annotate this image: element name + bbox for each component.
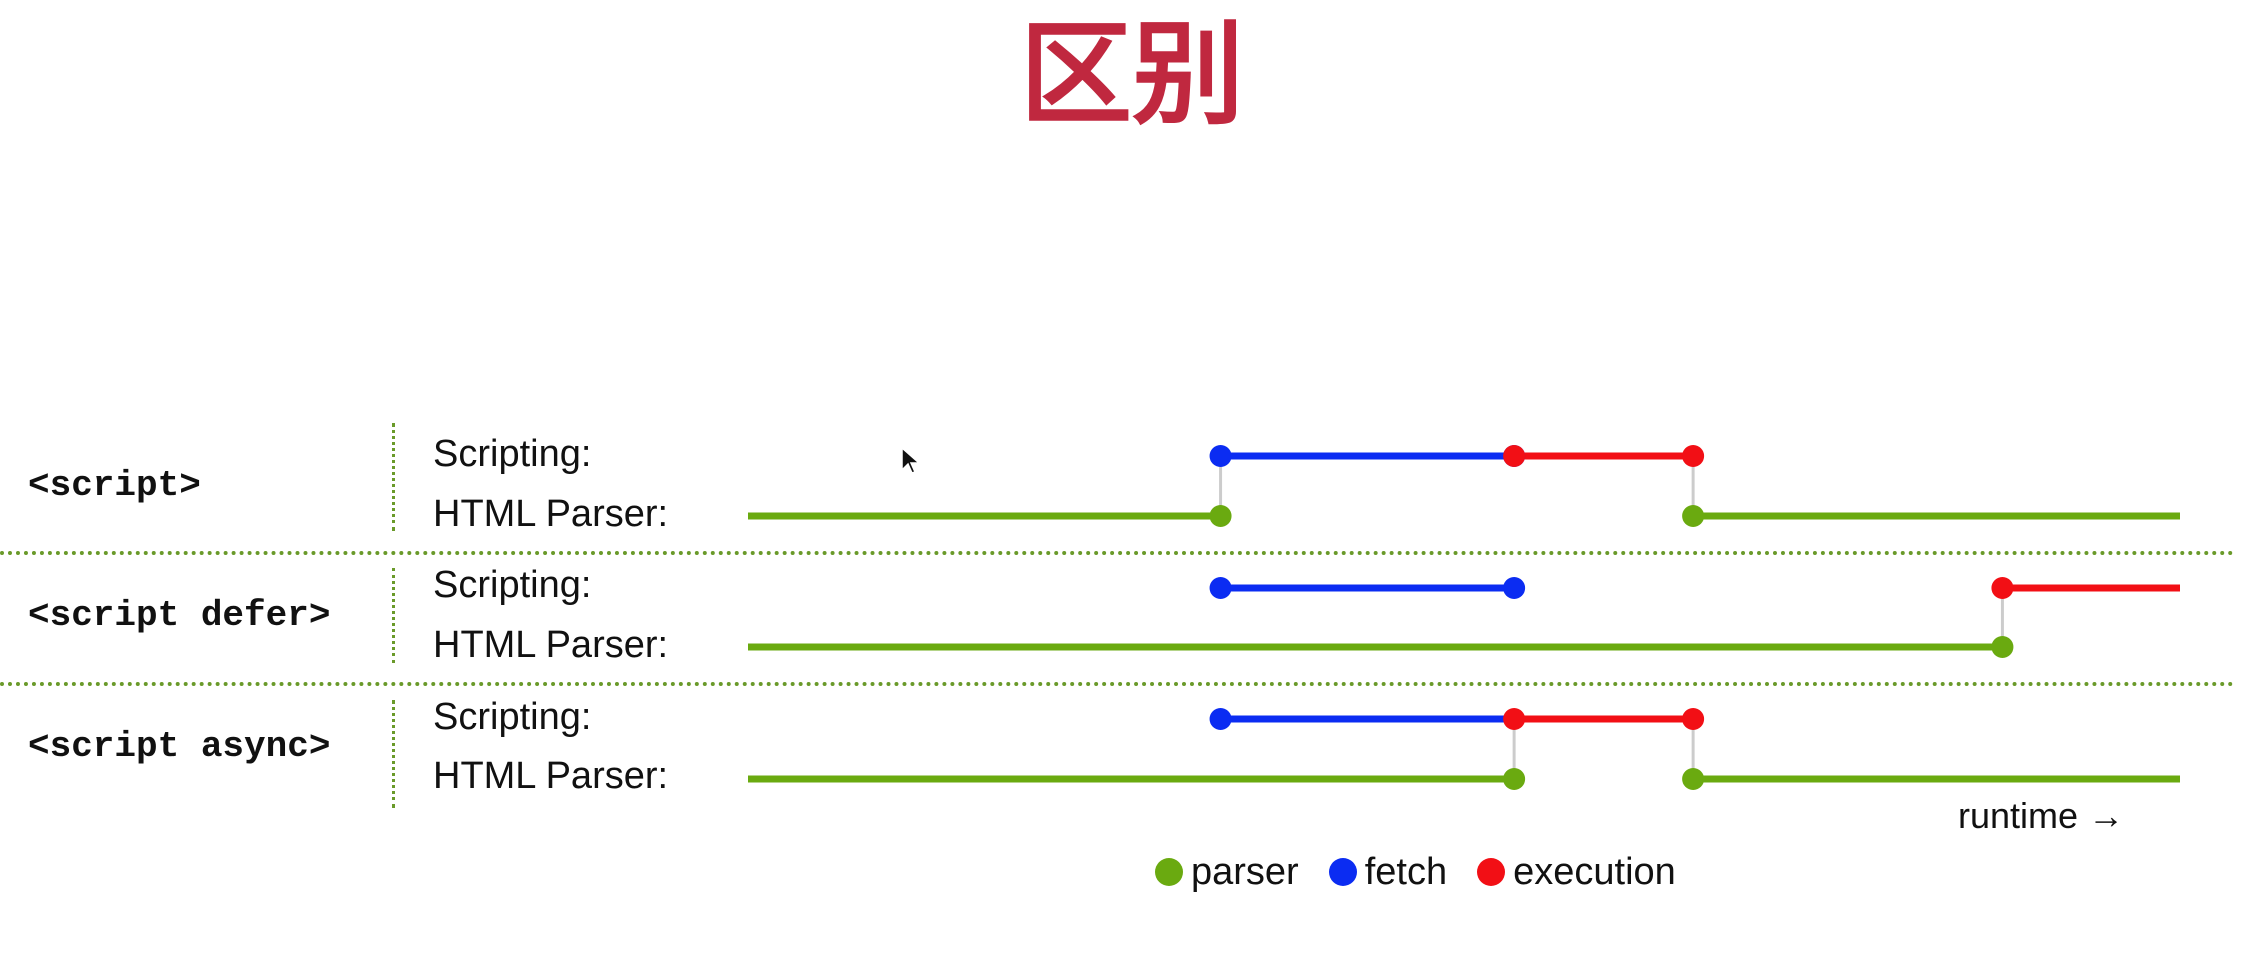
fetch-point <box>1503 577 1526 599</box>
legend-item-execution: execution <box>1477 851 1676 894</box>
execution-point <box>1991 577 2014 599</box>
legend-label-execution: execution <box>1513 850 1676 893</box>
scripting-label: Scripting: <box>433 696 592 738</box>
execution-point <box>1682 445 1705 467</box>
parser-point <box>1682 768 1705 790</box>
legend-item-fetch: fetch <box>1328 850 1448 894</box>
legend-label-parser: parser <box>1191 850 1299 893</box>
parser-point <box>1991 636 2014 658</box>
html-parser-label: HTML Parser: <box>433 493 669 535</box>
fetch-point <box>1209 445 1232 467</box>
legend-item-parser: parser <box>1155 851 1299 894</box>
execution-point <box>1503 708 1526 730</box>
row-divider-horizontal <box>0 682 2235 686</box>
fetch-point <box>1209 577 1232 599</box>
parser-point <box>1503 768 1526 790</box>
tag-script-defer: <script defer> <box>28 595 331 636</box>
scripting-label: Scripting: <box>433 564 592 606</box>
mouse-cursor-icon <box>901 446 921 474</box>
fetch-dot-icon <box>1328 858 1357 886</box>
execution-dot-icon <box>1477 858 1506 886</box>
row-divider-vertical <box>392 423 395 531</box>
row-divider-horizontal <box>0 551 2235 555</box>
page-title: 区别 <box>1020 10 1244 140</box>
fetch-point <box>1209 708 1232 730</box>
tag-script: <script> <box>28 465 201 506</box>
row-divider-vertical <box>392 568 395 663</box>
html-parser-label: HTML Parser: <box>433 755 669 797</box>
parser-point <box>1209 505 1232 527</box>
row-divider-vertical <box>392 700 395 808</box>
execution-point <box>1503 445 1526 467</box>
parser-point <box>1682 505 1705 527</box>
parser-dot-icon <box>1155 858 1183 886</box>
runtime-axis-label: runtime → <box>1958 795 2125 836</box>
execution-point <box>1682 708 1705 730</box>
scripting-label: Scripting: <box>433 433 592 475</box>
legend: parser fetch execution <box>1155 848 1676 896</box>
tag-script-async: <script async> <box>28 726 331 767</box>
html-parser-label: HTML Parser: <box>433 624 669 666</box>
legend-label-fetch: fetch <box>1364 850 1448 893</box>
